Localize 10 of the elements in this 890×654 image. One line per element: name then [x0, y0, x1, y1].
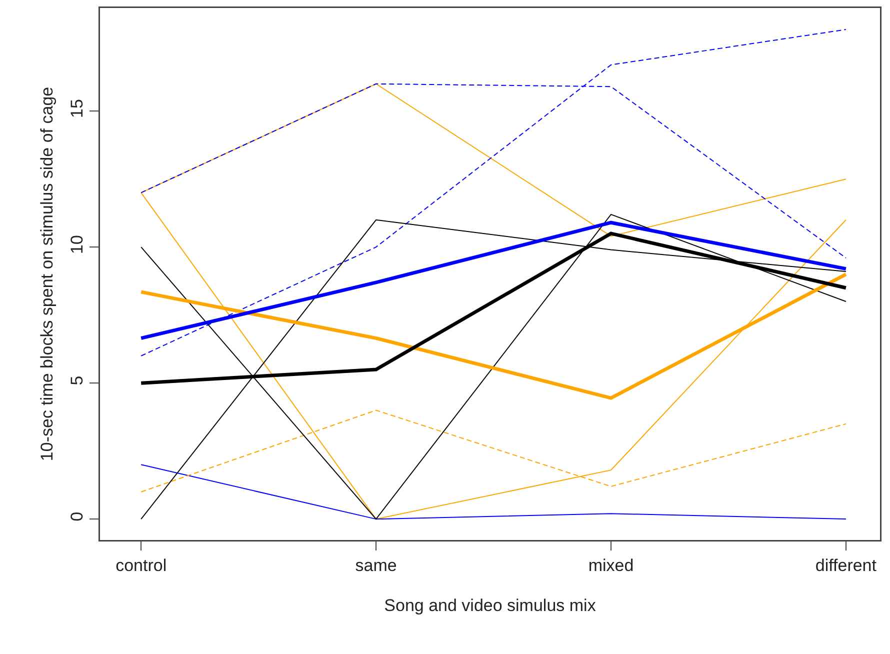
- y-tick-label: 0: [68, 512, 87, 522]
- y-axis-title: 10-sec time blocks spent on stimulus side of cage: [38, 86, 56, 462]
- y-tick-label: 15: [68, 99, 87, 118]
- x-tick-label: different: [815, 556, 877, 575]
- x-tick-label: mixed: [588, 556, 634, 575]
- x-tick-label: same: [355, 556, 397, 575]
- y-tick-label: 10: [68, 235, 87, 254]
- y-tick-label: 5: [68, 376, 87, 386]
- x-axis-title: Song and video simulus mix: [384, 596, 596, 616]
- x-tick-label: control: [116, 556, 167, 575]
